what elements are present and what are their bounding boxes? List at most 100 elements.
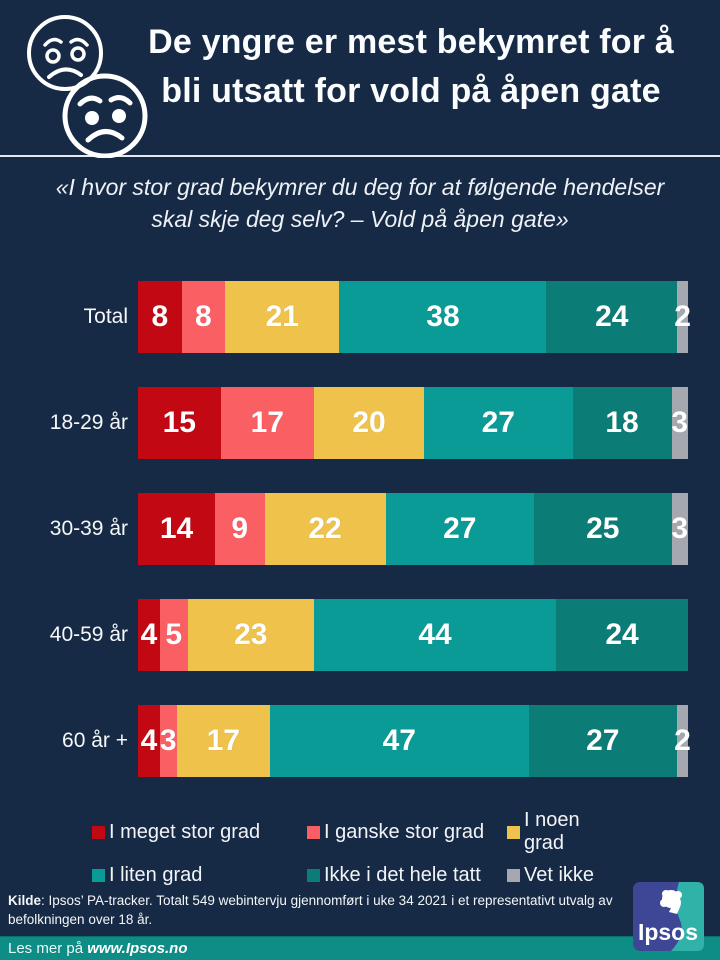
chart-row: 18-29 år 15 17 20 27 18 3 (0, 387, 689, 460)
survey-question-subtitle: «I hvor stor grad bekymrer du deg for at… (55, 174, 665, 233)
bar-value-label: 24 (595, 300, 629, 334)
bar-segment: 38 (339, 281, 547, 354)
bar-segment: 2 (674, 705, 691, 778)
chart-row: 40-59 år 4 5 23 44 24 (0, 599, 688, 672)
bar-segment: 14 (138, 493, 215, 566)
bar-segment: 3 (159, 705, 177, 778)
bar-value-label: 22 (308, 512, 342, 546)
bar-segment: 21 (225, 281, 340, 354)
legend-swatch (307, 869, 320, 883)
bar-value-label: 27 (443, 512, 477, 546)
bar-value-label: 14 (159, 512, 194, 546)
legend-item: I noen grad (507, 809, 622, 855)
bar-segment: 47 (270, 705, 529, 778)
bar-value-label: 3 (159, 724, 177, 758)
bar-segment: 44 (314, 599, 556, 672)
logo-text: Ipsos (638, 919, 698, 945)
bar-segment: 24 (546, 281, 678, 354)
bar-segment: 22 (264, 493, 386, 566)
bar-value-label: 23 (234, 618, 268, 652)
logo-head-icon (660, 890, 682, 914)
stacked-bar: 14 9 22 27 25 3 (138, 493, 688, 566)
bar-segment: 8 (138, 281, 182, 354)
source-body: : Ipsos’ PA-tracker. Totalt 549 webinter… (8, 893, 613, 928)
legend-swatch (507, 869, 520, 883)
legend-swatch (92, 825, 105, 839)
chart-row: Total 8 8 21 38 24 2 (0, 281, 691, 354)
legend: I meget stor grad I ganske stor grad I noe… (92, 809, 622, 887)
row-label: 30-39 år (49, 517, 128, 541)
ipsos-logo: Ipsos (633, 882, 704, 951)
legend-label: I meget stor grad (109, 820, 261, 843)
legend-swatch (507, 825, 520, 839)
legend-item: I liten grad (92, 864, 307, 887)
bar-value-label: 47 (382, 724, 416, 758)
stacked-bar: 8 8 21 38 24 2 (138, 281, 691, 354)
legend-label: Vet ikke (524, 864, 595, 887)
bar-value-label: 2 (674, 300, 691, 334)
bottom-bar: Les mer på www.Ipsos.no (0, 936, 720, 960)
legend-swatch (92, 869, 105, 883)
bar-value-label: 5 (165, 618, 183, 652)
bar-segment: 2 (674, 281, 691, 354)
header: De yngre er mest bekymret for å bli utsa… (0, 0, 720, 158)
bar-segment: 27 (528, 705, 677, 778)
title-line-1: De yngre er mest bekymret for å (148, 23, 674, 61)
bar-segment: 9 (215, 493, 265, 566)
stacked-bar: 4 5 23 44 24 (138, 599, 688, 672)
legend-swatch (307, 825, 320, 839)
bar-value-label: 18 (605, 406, 639, 440)
bar-segment: 15 (138, 387, 221, 460)
bar-value-label: 15 (162, 406, 196, 440)
legend-item: Ikke i det hele tatt (307, 864, 507, 887)
bar-segment: 17 (220, 387, 314, 460)
legend-label: Ikke i det hele tatt (324, 864, 481, 887)
bar-value-label: 24 (605, 618, 639, 652)
bar-segment: 27 (385, 493, 534, 566)
bar-segment: 25 (534, 493, 672, 566)
read-more-prefix: Les mer på (8, 940, 88, 957)
legend-item: Vet ikke (507, 864, 622, 887)
stacked-bar: 4 3 17 47 27 2 (138, 705, 691, 778)
bar-segment: 18 (572, 387, 672, 460)
bar-value-label: 4 (140, 618, 158, 652)
bar-value-label: 8 (151, 300, 169, 334)
bar-value-label: 21 (265, 300, 299, 334)
chart-row: 60 år + 4 3 17 47 27 2 (0, 705, 691, 778)
bar-value-label: 20 (352, 406, 386, 440)
bar-value-label: 44 (418, 618, 452, 652)
bar-segment: 24 (556, 599, 688, 672)
legend-item: I meget stor grad (92, 809, 307, 855)
chart-row: 30-39 år 14 9 22 27 25 3 (0, 493, 688, 566)
worried-faces-icon (27, 15, 148, 158)
bar-value-label: 8 (195, 300, 212, 334)
source-label: Kilde (8, 893, 42, 909)
chart: Total 8 8 21 38 24 2 18-29 år 15 17 20 27 18 3 30-39 å… (0, 281, 691, 778)
stacked-bar: 15 17 20 27 18 3 (138, 387, 689, 460)
bar-segment: 3 (671, 387, 689, 460)
bar-segment: 4 (138, 705, 160, 778)
bar-segment: 4 (138, 599, 160, 672)
row-label: 18-29 år (49, 411, 128, 435)
legend-label: I ganske stor grad (324, 820, 485, 843)
bar-value-label: 25 (586, 512, 620, 546)
ipsos-link[interactable]: www.Ipsos.no (87, 940, 188, 957)
bar-segment: 8 (181, 281, 226, 354)
bar-segment: 20 (314, 387, 424, 460)
bar-value-label: 27 (586, 724, 620, 758)
bar-segment: 3 (671, 493, 688, 566)
bar-value-label: 17 (250, 406, 284, 440)
legend-item: I ganske stor grad (307, 809, 507, 855)
bar-value-label: 4 (140, 724, 158, 758)
bar-segment: 17 (176, 705, 270, 778)
page-title: De yngre er mest bekymret for å bli utsa… (112, 0, 710, 116)
bar-value-label: 17 (206, 724, 240, 758)
row-label: 40-59 år (49, 623, 128, 647)
bar-value-label: 9 (231, 512, 249, 546)
bar-value-label: 27 (481, 406, 515, 440)
bar-segment: 27 (424, 387, 573, 460)
bar-value-label: 3 (671, 406, 689, 440)
source-text: Kilde: Ipsos’ PA-tracker. Totalt 549 web… (8, 892, 620, 930)
row-label: 60 år + (62, 729, 128, 753)
